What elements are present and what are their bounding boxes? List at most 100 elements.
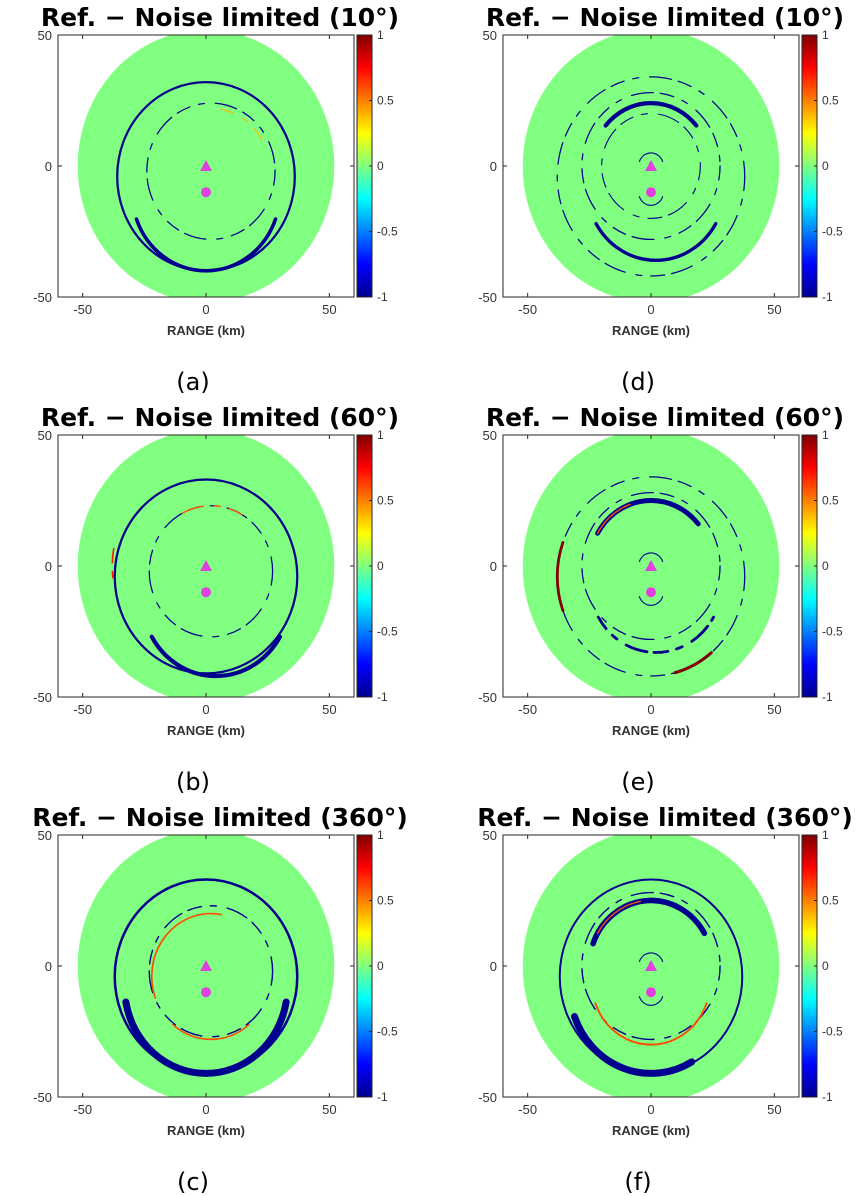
y-tick-label: -50: [33, 690, 52, 705]
plot-area: [77, 835, 335, 1097]
colorbar-tick-label: -1: [822, 690, 833, 704]
panel-title: Ref. − Noise limited (10°): [41, 3, 399, 32]
difference-ring: [638, 196, 664, 206]
radar-site-marker: [200, 160, 212, 171]
panel-label: (d): [621, 368, 655, 396]
colorbar-tick-label: 1: [377, 28, 384, 42]
x-tick-label: 50: [322, 1102, 336, 1117]
panel-title: Ref. − Noise limited (60°): [486, 403, 844, 432]
plot-area: [522, 835, 780, 1097]
x-tick-label: 0: [202, 1102, 209, 1117]
y-tick-label: -50: [478, 1090, 497, 1105]
colorbar-tick-label: 0: [377, 159, 384, 173]
colorbar-tick-label: -0.5: [822, 625, 843, 639]
difference-ring: [149, 634, 283, 679]
x-axis-label: RANGE (km): [167, 723, 245, 738]
colorbar-tick-label: -1: [377, 690, 388, 704]
y-tick-label: -50: [478, 690, 497, 705]
radar-site-marker: [200, 960, 212, 971]
colorbar-tick-label: 0: [377, 559, 384, 573]
panel-label: (e): [621, 768, 655, 796]
x-axis-label: RANGE (km): [612, 723, 690, 738]
x-tick-label: -50: [73, 702, 92, 717]
difference-ring: [556, 76, 746, 277]
colorbar-tick-label: -0.5: [377, 625, 398, 639]
panel-title: Ref. − Noise limited (10°): [486, 3, 844, 32]
plot-area: [522, 35, 780, 297]
colorbar-tick-label: 1: [822, 428, 829, 442]
difference-ring: [601, 112, 701, 220]
difference-ring: [150, 912, 223, 999]
difference-ring: [220, 108, 263, 141]
colorbar-tick-label: -0.5: [822, 1025, 843, 1039]
difference-ring: [111, 547, 115, 585]
radar-site-marker: [200, 560, 212, 571]
colorbar-tick-label: 0: [822, 559, 829, 573]
difference-ring: [122, 998, 290, 1077]
x-axis-label: RANGE (km): [612, 323, 690, 338]
panel-label: (f): [624, 1168, 651, 1196]
difference-ring: [594, 221, 718, 262]
colorbar-tick-label: -0.5: [377, 225, 398, 239]
difference-ring: [638, 552, 664, 563]
difference-ring: [596, 615, 716, 654]
y-tick-label: 0: [45, 959, 52, 974]
panel-f: Ref. − Noise limited (360°) -50 0 50 -50 0 50 R…: [477, 803, 853, 1196]
difference-ring: [134, 217, 278, 273]
y-tick-label: 50: [38, 828, 52, 843]
difference-ring: [146, 102, 276, 240]
colorbar-tick-label: -0.5: [822, 225, 843, 239]
plot-area: [77, 435, 335, 697]
x-axis-label: RANGE (km): [612, 1123, 690, 1138]
panel-label: (a): [176, 368, 209, 396]
difference-ring: [581, 92, 721, 240]
colorbar-tick-label: 1: [822, 828, 829, 842]
y-tick-label: 50: [483, 28, 497, 43]
difference-ring: [638, 596, 664, 606]
x-tick-label: -50: [518, 1102, 537, 1117]
x-tick-label: -50: [518, 702, 537, 717]
difference-ring: [558, 878, 744, 1075]
colorbar-tick-label: 0.5: [377, 894, 394, 908]
x-tick-label: 50: [322, 302, 336, 317]
x-axis-label: RANGE (km): [167, 1123, 245, 1138]
difference-ring: [571, 1013, 696, 1077]
x-tick-label: -50: [518, 302, 537, 317]
difference-ring: [148, 904, 274, 1038]
difference-ring: [179, 505, 243, 516]
difference-ring: [148, 505, 274, 638]
colorbar-tick-label: 1: [377, 828, 384, 842]
radar-site-marker: [645, 960, 657, 971]
colorbar-tick-label: 0.5: [822, 894, 839, 908]
difference-ring: [113, 478, 299, 675]
panel-title: Ref. − Noise limited (360°): [32, 803, 408, 832]
x-tick-label: 0: [202, 302, 209, 317]
colorbar-tick-label: 0.5: [377, 494, 394, 508]
panel-title: Ref. − Noise limited (360°): [477, 803, 853, 832]
x-tick-label: 50: [322, 702, 336, 717]
y-tick-label: 0: [45, 159, 52, 174]
difference-ring: [581, 492, 721, 640]
colorbar-tick-label: -1: [822, 1090, 833, 1104]
radar-site-marker: [645, 160, 657, 171]
y-tick-label: 50: [483, 428, 497, 443]
colorbar-tick-label: 0: [822, 159, 829, 173]
panel-b: Ref. − Noise limited (60°) -50 0 50 -50 0 50 RA…: [33, 403, 399, 796]
target-marker: [201, 187, 211, 198]
colorbar-tick-label: 0.5: [822, 94, 839, 108]
colorbar-tick-label: -1: [377, 290, 388, 304]
panel-label: (c): [177, 1168, 209, 1196]
target-marker: [201, 987, 211, 998]
y-tick-label: -50: [478, 290, 497, 305]
x-tick-label: 0: [647, 1102, 654, 1117]
plot-area: [522, 435, 780, 697]
x-tick-label: -50: [73, 302, 92, 317]
difference-ring: [596, 503, 631, 534]
colorbar-tick-label: 0.5: [377, 94, 394, 108]
y-tick-label: 50: [38, 428, 52, 443]
colorbar-tick-label: 1: [822, 28, 829, 42]
panel-d: Ref. − Noise limited (10°) -50 0 50 -50 0 50 RA…: [478, 3, 844, 396]
y-tick-label: -50: [33, 1090, 52, 1105]
x-tick-label: 50: [767, 302, 781, 317]
y-tick-label: 50: [38, 28, 52, 43]
